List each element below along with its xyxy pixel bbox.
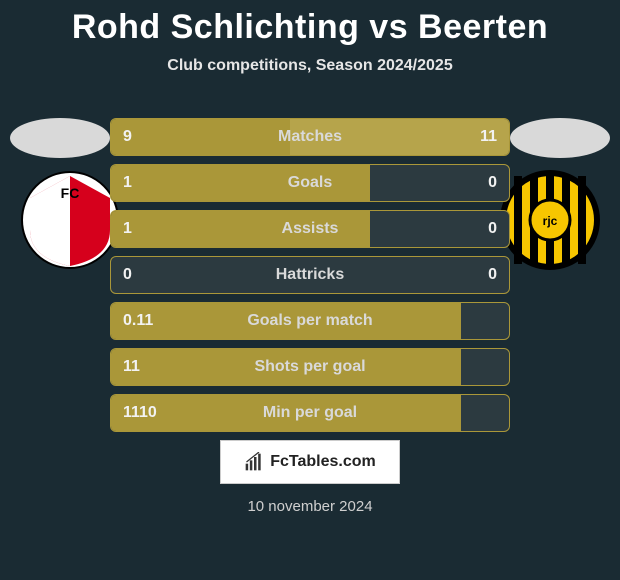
comparison-card: Rohd Schlichting vs Beerten Club competi… <box>0 0 620 580</box>
stat-row: 11Shots per goal <box>110 348 510 386</box>
stat-label: Shots per goal <box>111 358 509 376</box>
season-subtitle: Club competitions, Season 2024/2025 <box>0 57 620 75</box>
watermark-badge: FcTables.com <box>220 440 400 484</box>
stat-row: 00Hattricks <box>110 256 510 294</box>
svg-text:rjc: rjc <box>543 214 558 228</box>
player-silhouette-right <box>510 118 610 158</box>
stat-label: Assists <box>111 220 509 238</box>
stat-row: 1110Min per goal <box>110 394 510 432</box>
club-badge-right: rjc <box>500 170 600 270</box>
stats-table: 911Matches 10Goals 10Assists 00Hattricks 0.1… <box>110 118 510 440</box>
stat-label: Hattricks <box>111 266 509 284</box>
chart-icon <box>244 452 264 472</box>
watermark-text: FcTables.com <box>270 453 376 471</box>
stat-label: Goals per match <box>111 312 509 330</box>
snapshot-date: 10 november 2024 <box>0 498 620 515</box>
stat-label: Matches <box>111 128 509 146</box>
stat-row: 0.11Goals per match <box>110 302 510 340</box>
stat-label: Goals <box>111 174 509 192</box>
stat-row: 10Goals <box>110 164 510 202</box>
stat-label: Min per goal <box>111 404 509 422</box>
club-badge-left: FC <box>20 170 120 270</box>
stat-row: 911Matches <box>110 118 510 156</box>
svg-text:FC: FC <box>61 185 80 201</box>
page-title: Rohd Schlichting vs Beerten <box>0 0 620 47</box>
player-silhouette-left <box>10 118 110 158</box>
stat-row: 10Assists <box>110 210 510 248</box>
